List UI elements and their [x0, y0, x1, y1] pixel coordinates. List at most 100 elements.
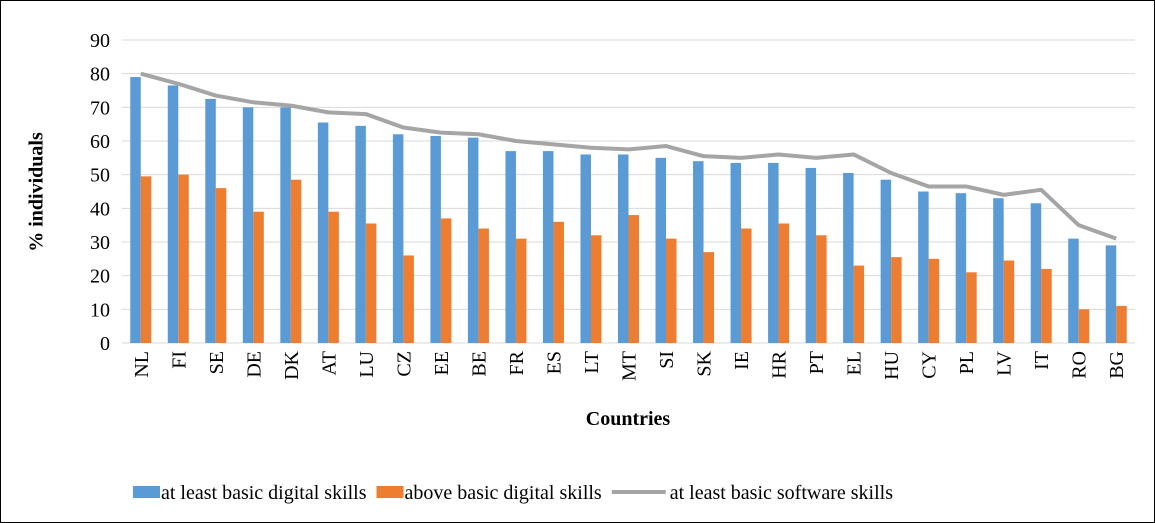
bar — [1030, 203, 1042, 343]
legend-swatch — [133, 486, 160, 498]
bar — [805, 167, 817, 343]
x-tick-label: LU — [356, 350, 378, 377]
x-tick-label: BG — [1106, 351, 1128, 379]
bar — [317, 122, 329, 343]
x-tick-label: SK — [694, 350, 716, 376]
bar — [505, 151, 516, 343]
bar — [955, 193, 967, 343]
x-tick-label: PT — [806, 351, 828, 374]
bar — [430, 135, 441, 343]
legend-label: at least basic digital skills — [161, 482, 367, 504]
bar — [553, 221, 564, 343]
bar — [1041, 268, 1052, 343]
bar — [966, 272, 977, 343]
y-tick-label: 10 — [90, 299, 110, 321]
x-tick-label: FI — [168, 351, 190, 369]
bar — [467, 137, 479, 343]
y-tick-label: 90 — [90, 30, 110, 52]
x-tick-label: HR — [769, 350, 791, 378]
bar — [403, 255, 414, 343]
y-tick-label: 60 — [90, 131, 110, 153]
bar — [178, 174, 189, 343]
x-tick-label: DK — [281, 350, 303, 379]
y-tick-label: 20 — [90, 266, 110, 288]
bar — [355, 125, 366, 343]
bar — [617, 154, 629, 343]
x-tick-label: NL — [131, 351, 153, 378]
bar — [515, 238, 527, 343]
x-tick-label: CZ — [393, 351, 415, 377]
x-tick-label: LV — [994, 350, 1016, 375]
bar — [693, 161, 704, 343]
x-axis-title: Countries — [586, 408, 671, 430]
legend-label: at least basic software skills — [670, 482, 893, 504]
x-tick-label: FR — [506, 350, 528, 375]
bar — [440, 218, 452, 343]
x-tick-label: RO — [1069, 351, 1091, 379]
bar — [242, 107, 254, 343]
x-tick-label: EL — [844, 351, 866, 375]
bar — [1116, 305, 1127, 343]
y-tick-label: 0 — [100, 333, 110, 355]
bar — [880, 179, 892, 343]
legend-label: above basic digital skills — [405, 482, 602, 504]
x-tick-label: MT — [619, 351, 641, 381]
x-tick-label: EE — [431, 351, 453, 375]
bar — [478, 228, 489, 343]
bar — [205, 98, 216, 344]
bar — [590, 235, 602, 343]
x-tick-label: AT — [318, 351, 340, 375]
x-tick-label: SE — [206, 351, 228, 374]
bar — [542, 151, 554, 343]
bar — [1078, 309, 1090, 343]
x-tick-label: PL — [956, 351, 978, 374]
bar — [843, 172, 854, 343]
bar — [392, 134, 404, 343]
y-tick-label: 80 — [90, 64, 110, 86]
bar — [328, 211, 339, 343]
x-tick-label: IT — [1031, 351, 1053, 370]
x-tick-label: SI — [656, 351, 678, 369]
x-tick-label: IE — [731, 351, 753, 370]
y-axis-title: % individuals — [26, 132, 48, 252]
bar — [167, 85, 179, 343]
x-tick-label: HU — [881, 350, 903, 379]
bar — [1105, 245, 1117, 343]
bar — [918, 191, 929, 343]
bar — [365, 223, 377, 343]
x-tick-label: BE — [468, 351, 490, 377]
bar — [666, 238, 677, 343]
y-tick-label: 50 — [90, 165, 110, 187]
bar — [280, 107, 291, 343]
bar — [778, 223, 790, 343]
bar — [140, 176, 152, 343]
bar — [1003, 260, 1015, 343]
bar — [741, 228, 752, 343]
legend-swatch — [376, 486, 404, 498]
bar — [580, 154, 591, 343]
bar — [1068, 238, 1079, 343]
bar — [215, 188, 227, 343]
bar — [290, 179, 302, 343]
y-tick-label: 30 — [90, 232, 110, 254]
bar — [628, 215, 640, 343]
bar — [768, 162, 779, 343]
bar — [130, 77, 141, 344]
bar — [928, 258, 940, 343]
y-tick-label: 70 — [90, 97, 110, 119]
y-tick-label: 40 — [90, 198, 110, 220]
bar — [816, 235, 827, 343]
bar — [730, 162, 742, 343]
x-tick-label: ES — [543, 351, 565, 374]
line — [140, 71, 1117, 241]
x-tick-label: LT — [581, 351, 603, 374]
bar — [891, 257, 902, 343]
bar — [655, 157, 667, 343]
x-tick-label: DE — [243, 351, 265, 378]
x-tick-label: CY — [919, 351, 941, 379]
bar — [253, 211, 264, 343]
bar — [703, 252, 715, 343]
bar — [853, 265, 865, 343]
bar — [993, 198, 1004, 343]
